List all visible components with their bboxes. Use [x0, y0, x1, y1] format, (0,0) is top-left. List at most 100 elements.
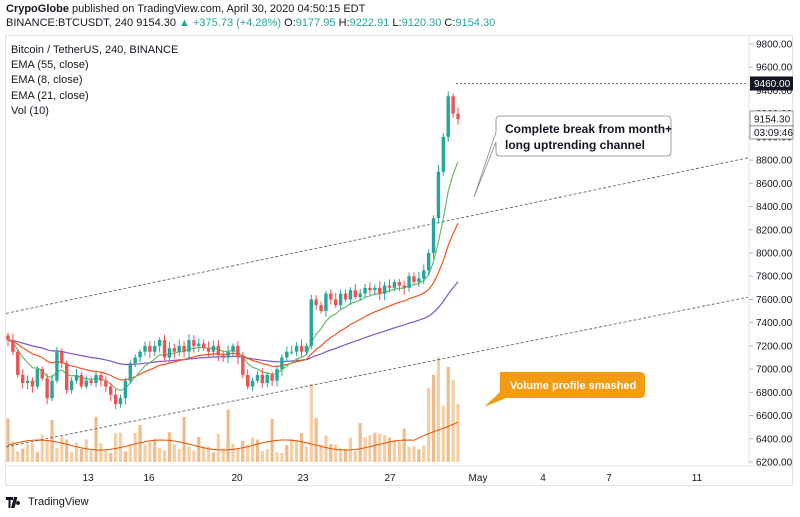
indicator-legend: Bitcoin / TetherUS, 240, BINANCE EMA (55…: [11, 43, 178, 119]
volume-ma-line: [7, 421, 459, 451]
candle-body: [392, 282, 397, 288]
volume-bar: [182, 416, 186, 462]
candle-body: [407, 276, 411, 288]
volume-bar: [363, 437, 367, 462]
volume-bar: [143, 444, 147, 462]
candle-body: [417, 278, 421, 283]
candle-body: [20, 374, 25, 384]
candle-body: [319, 305, 323, 312]
candle-body: [456, 113, 460, 119]
candle-body: [64, 363, 69, 391]
volume-bar: [422, 445, 426, 462]
candle-body: [133, 357, 137, 364]
candle-body: [99, 374, 103, 381]
candle-body: [69, 380, 74, 391]
volume-bar: [280, 452, 284, 462]
timer-tag-text: 03:09:46: [754, 128, 793, 139]
volume-bar: [407, 446, 411, 462]
volume-bar: [329, 444, 333, 462]
price-tick-label: 9400.00: [756, 86, 793, 97]
candle-body: [270, 374, 274, 381]
candle-body: [201, 343, 206, 349]
candle-body: [329, 293, 333, 300]
volume-bar: [206, 446, 211, 462]
candle-body: [412, 276, 416, 283]
price-tick-label: 7800.00: [756, 272, 793, 283]
volume-bar: [123, 451, 127, 462]
candle-body: [153, 345, 157, 352]
candle-body: [6, 335, 10, 341]
candle-body: [79, 374, 84, 387]
candle-body: [378, 287, 382, 294]
lower-channel-line: [5, 296, 749, 448]
candle-body: [368, 287, 372, 291]
candle-body: [192, 340, 196, 346]
volume-bar: [94, 416, 98, 462]
candle-body: [402, 285, 406, 288]
volume-bar: [378, 433, 382, 462]
candle-body: [25, 380, 30, 384]
candle-body: [309, 299, 313, 346]
candle-body: [157, 340, 162, 346]
time-tick-label: May: [469, 473, 488, 484]
price-tick-label: 8600.00: [756, 179, 793, 190]
footer-brand-text: TradingView: [28, 496, 89, 508]
volume-bar: [35, 452, 39, 462]
candle-body: [89, 380, 93, 384]
candle-body: [353, 290, 357, 298]
time-tick-label: 23: [297, 473, 309, 484]
volume-bar: [226, 409, 230, 462]
publish-header: CrypoGlobe published on TradingView.com,…: [6, 3, 365, 15]
price-tick-label: 8000.00: [756, 249, 793, 260]
candle-body: [338, 293, 343, 306]
volume-bar: [45, 441, 49, 462]
candle-body: [206, 348, 211, 352]
volume-bar: [114, 433, 118, 462]
volume-bar: [99, 443, 103, 462]
volume-bar: [456, 403, 460, 462]
candle-body: [441, 136, 446, 172]
volume-bar: [216, 433, 220, 462]
volume-bar: [265, 449, 269, 462]
volume-bar: [431, 374, 436, 462]
volume-bar: [446, 367, 450, 462]
volume-bar: [260, 451, 264, 462]
candle-body: [30, 380, 35, 387]
volume-bar: [343, 448, 348, 462]
volume-bar: [211, 452, 216, 462]
volume-bar: [294, 439, 299, 462]
volume-bar: [40, 434, 44, 462]
candle-body: [113, 394, 118, 404]
candle-body: [211, 345, 216, 352]
candle-body: [123, 380, 128, 399]
legend-ema8: EMA (8, close): [11, 74, 83, 87]
volume-bar: [397, 441, 401, 462]
volume-bar: [109, 452, 113, 462]
volume-bar: [255, 439, 260, 462]
candle-body: [104, 380, 108, 387]
volume-bar: [221, 448, 225, 462]
candle-body: [109, 386, 113, 395]
break-note-line2: long uptrending channel: [505, 138, 645, 152]
volume-bar: [89, 450, 93, 462]
volume-bar: [334, 444, 338, 462]
volume-bar: [79, 448, 83, 462]
candle-body: [289, 351, 294, 353]
volume-bar: [383, 435, 387, 462]
candle-body: [446, 96, 450, 137]
price-tick-label: 6800.00: [756, 388, 793, 399]
high-price-tag-text: 9460.00: [754, 79, 791, 90]
time-tick-label: 13: [82, 473, 94, 484]
price-tick-label: 6200.00: [756, 458, 793, 469]
candle-body: [187, 340, 191, 352]
volume-bar: [231, 443, 235, 462]
candle-body: [255, 374, 260, 381]
volume-bar: [451, 379, 455, 462]
volume-bar: [319, 444, 323, 462]
candle-body: [280, 357, 284, 370]
candle-body: [314, 299, 318, 306]
candle-body: [348, 290, 353, 300]
footer-brand[interactable]: TradingView: [6, 496, 89, 508]
candle-body: [177, 345, 181, 352]
